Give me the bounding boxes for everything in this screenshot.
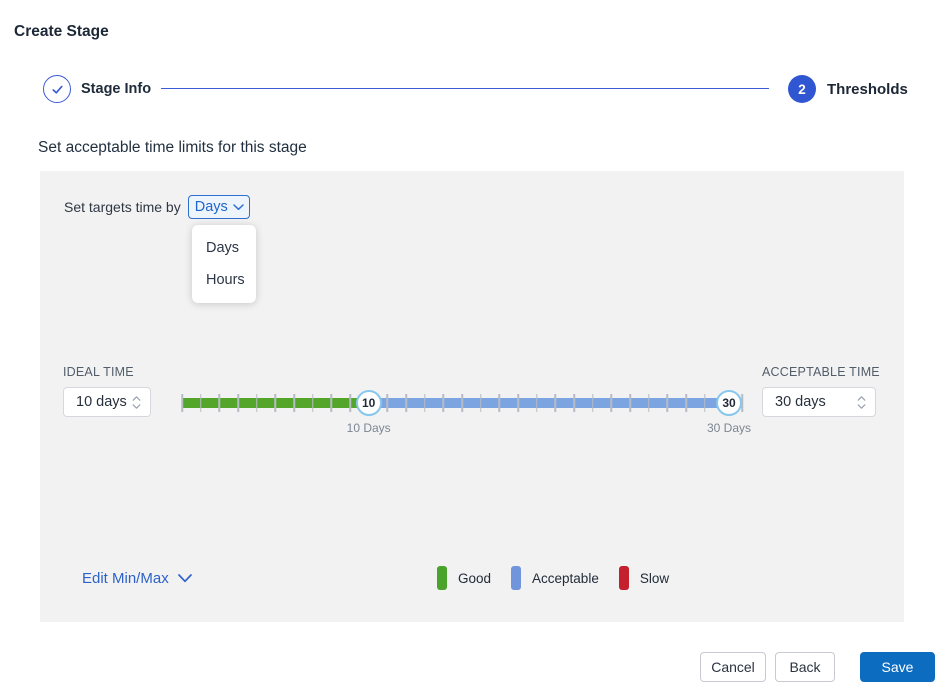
ideal-time-spinners	[132, 388, 141, 416]
step-number-badge[interactable]: 2	[788, 75, 816, 103]
unit-dropdown-menu: Days Hours	[192, 225, 256, 303]
chevron-down-icon	[233, 203, 244, 211]
back-button[interactable]: Back	[775, 652, 835, 682]
chevron-down-icon	[177, 574, 192, 583]
dropdown-option-days[interactable]: Days	[206, 240, 240, 256]
legend: Good Acceptable Slow	[437, 566, 669, 590]
acceptable-time-spinners	[857, 388, 866, 416]
stepper: Stage Info 2 Thresholds	[0, 75, 946, 103]
ideal-time-label: IDEAL TIME	[63, 365, 134, 379]
legend-label-acceptable: Acceptable	[532, 570, 599, 586]
ideal-time-value: 10 days	[76, 394, 127, 410]
edit-minmax-link[interactable]: Edit Min/Max	[82, 570, 192, 587]
acceptable-time-input[interactable]: 30 days	[762, 387, 876, 417]
spinner-down-icon[interactable]	[857, 403, 866, 409]
stepper-step-stage-info[interactable]: Stage Info	[81, 81, 152, 97]
spinner-up-icon[interactable]	[857, 395, 866, 401]
step-complete-circle[interactable]	[43, 75, 71, 103]
slider-caption-acceptable: 30 Days	[706, 421, 752, 435]
legend-item-slow: Slow	[618, 566, 670, 590]
legend-item-good: Good	[437, 566, 491, 590]
save-button[interactable]: Save	[860, 652, 935, 682]
slider-handle-acceptable[interactable]: 30	[716, 390, 742, 416]
spinner-up-icon[interactable]	[132, 395, 141, 401]
legend-item-acceptable: Acceptable	[511, 566, 599, 590]
targets-row: Set targets time by Days	[64, 195, 250, 219]
stepper-step-thresholds: Thresholds	[827, 81, 908, 98]
slider-caption-ideal: 10 Days	[346, 421, 391, 435]
acceptable-swatch-icon	[511, 566, 522, 590]
unit-dropdown-value: Days	[194, 199, 228, 215]
check-icon	[50, 82, 65, 97]
spinner-down-icon[interactable]	[132, 403, 141, 409]
cancel-button[interactable]: Cancel	[700, 652, 766, 682]
slider-track[interactable]	[182, 398, 742, 408]
page-title: Create Stage	[14, 23, 109, 40]
legend-label-slow: Slow	[639, 570, 670, 586]
targets-label: Set targets time by	[64, 199, 181, 215]
slider-handle-ideal[interactable]: 10	[355, 390, 382, 416]
ideal-time-input[interactable]: 10 days	[63, 387, 151, 417]
slider-acceptable-segment	[368, 398, 742, 408]
section-heading: Set acceptable time limits for this stag…	[38, 139, 307, 156]
time-slider: 10 30 10 Days 30 Days	[181, 377, 751, 439]
good-swatch-icon	[437, 566, 447, 590]
acceptable-time-value: 30 days	[775, 394, 826, 410]
edit-minmax-label: Edit Min/Max	[82, 570, 169, 587]
slow-swatch-icon	[618, 566, 629, 590]
slider-good-segment	[182, 398, 369, 408]
unit-dropdown[interactable]: Days	[187, 195, 250, 219]
thresholds-panel: Set targets time by Days Days Hours IDEA…	[40, 171, 904, 622]
stepper-connector	[161, 88, 769, 89]
dropdown-option-hours[interactable]: Hours	[206, 272, 245, 288]
legend-label-good: Good	[458, 570, 492, 586]
acceptable-time-label: ACCEPTABLE TIME	[762, 365, 880, 379]
